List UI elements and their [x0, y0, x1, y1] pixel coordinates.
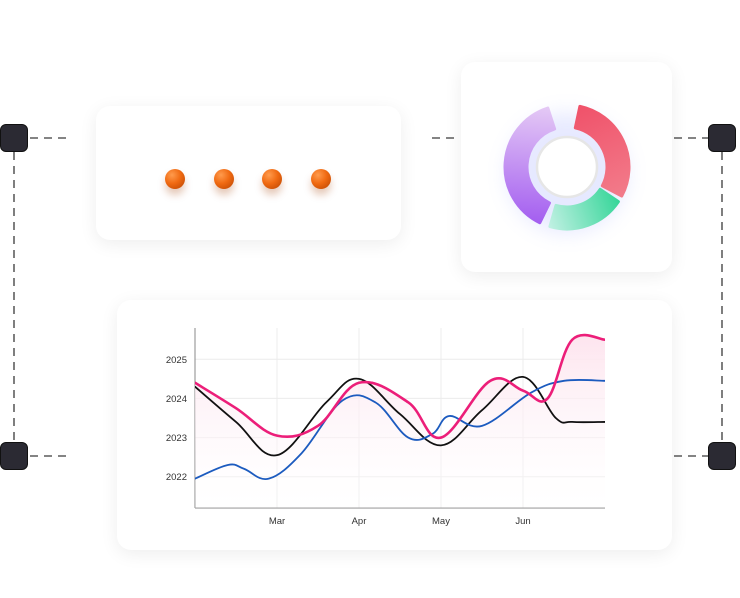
y-tick-label: 2022 — [166, 472, 187, 483]
donut-segment-green — [548, 187, 620, 231]
y-tick-label: 2025 — [166, 355, 187, 366]
loading-dot-3 — [262, 169, 282, 189]
series-area-0 — [195, 335, 605, 508]
node-bottom-left[interactable] — [0, 442, 28, 470]
x-tick-label: Jun — [515, 516, 530, 527]
line-chart: 2022 2023 2024 2025 Mar Apr May Jun — [166, 328, 605, 527]
loading-dot-1 — [165, 169, 185, 189]
donut-card — [461, 62, 672, 272]
x-tick-label: Mar — [269, 516, 285, 527]
loading-dot-2 — [214, 169, 234, 189]
node-top-left[interactable] — [0, 124, 28, 152]
donut-segment-coral — [573, 104, 631, 198]
node-top-right[interactable] — [708, 124, 736, 152]
series-line-2 — [195, 378, 605, 481]
x-tick-label: May — [432, 516, 450, 527]
donut-center — [535, 135, 599, 199]
series-line-0 — [195, 333, 605, 439]
donut-segment-purple — [503, 106, 557, 225]
series-line-1 — [195, 376, 605, 457]
node-bottom-right[interactable] — [708, 442, 736, 470]
y-tick-label: 2023 — [166, 433, 187, 444]
x-tick-label: Apr — [352, 516, 367, 527]
loading-dot-4 — [311, 169, 331, 189]
line-chart-card: 2022 2023 2024 2025 Mar Apr May Jun — [117, 300, 672, 550]
donut-chart — [503, 104, 631, 233]
loading-card — [96, 106, 401, 240]
y-tick-label: 2024 — [166, 394, 187, 405]
